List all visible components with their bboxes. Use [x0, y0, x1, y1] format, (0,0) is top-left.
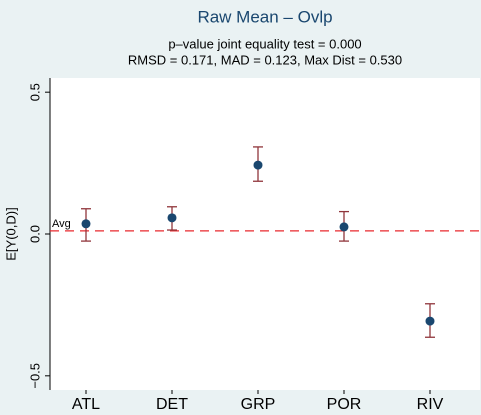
- x-tick-label: ATL: [72, 396, 100, 413]
- y-tick-label: −0.5: [27, 363, 42, 389]
- point: [81, 219, 91, 229]
- x-tick-label: RIV: [417, 396, 444, 413]
- y-axis-label: E[Y(0,D)]: [3, 207, 18, 260]
- x-tick-label: DET: [156, 396, 188, 413]
- point: [339, 222, 349, 232]
- x-tick-label: GRP: [241, 396, 276, 413]
- point: [253, 160, 263, 170]
- chart-title: Raw Mean – Ovlp: [197, 7, 332, 26]
- point: [425, 316, 435, 326]
- y-tick-label: 0.5: [27, 83, 42, 101]
- x-tick-label: POR: [327, 396, 362, 413]
- chart-subtitle: RMSD = 0.171, MAD = 0.123, Max Dist = 0.…: [128, 52, 402, 67]
- y-tick-label: 0.0: [27, 225, 42, 243]
- point: [167, 213, 177, 223]
- plot-area: [50, 78, 480, 390]
- reference-label: Avg: [52, 218, 71, 230]
- chart-subtitle: p–value joint equality test = 0.000: [168, 36, 361, 51]
